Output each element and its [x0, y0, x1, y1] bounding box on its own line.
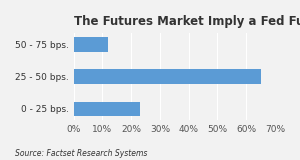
Text: Source: Factset Research Systems: Source: Factset Research Systems — [15, 149, 147, 158]
Bar — [74, 37, 108, 52]
Bar — [74, 69, 261, 84]
Text: The Futures Market Imply a Fed Funds Rate of 25 bps by June: The Futures Market Imply a Fed Funds Rat… — [74, 15, 300, 28]
Bar — [74, 102, 140, 116]
